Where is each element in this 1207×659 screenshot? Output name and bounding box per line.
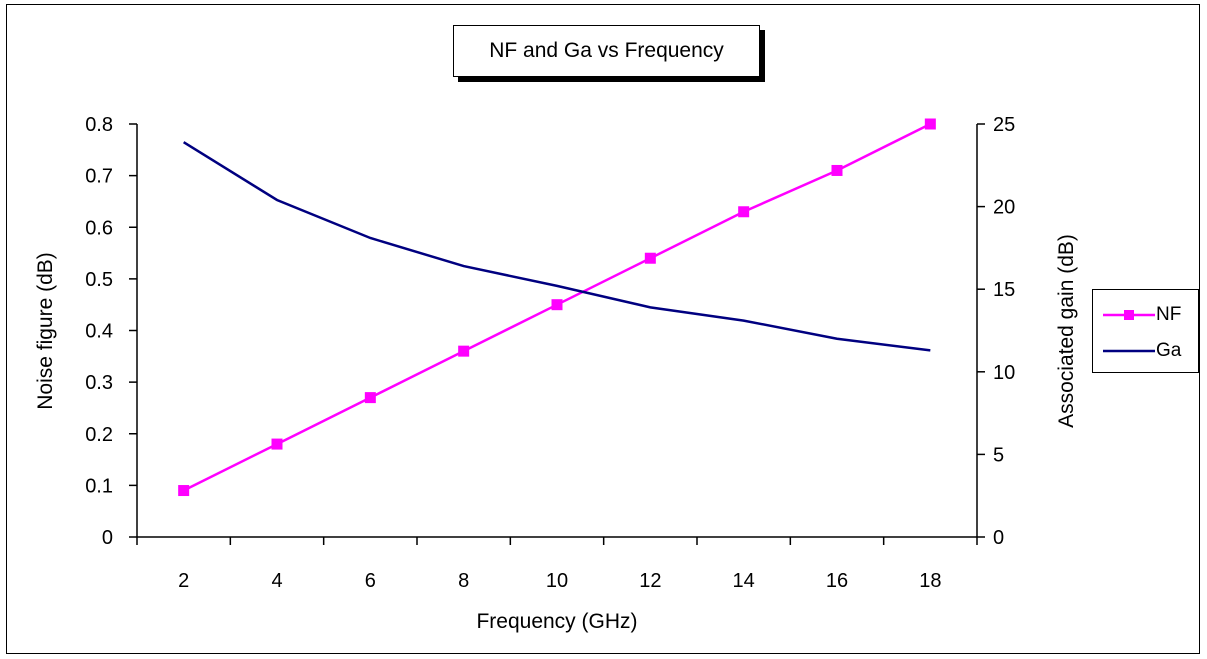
y-right-tick-label: 20 — [993, 197, 1015, 219]
axes-layer — [136, 124, 978, 538]
chart-frame — [6, 4, 1200, 654]
ticks-layer: 2 4 6 8 10 12 14 16 18 0 0.1 0.2 0.3 0.4 0.5 0.6 0.7 0.8 0… — [85, 114, 1015, 592]
y-left-tick-label: 0.1 — [85, 475, 113, 497]
x-tick-label: 4 — [271, 570, 282, 592]
legend-swatch-nf — [1103, 310, 1155, 320]
y-left-tick-label: 0.7 — [85, 166, 113, 188]
data-point-nf — [551, 299, 563, 311]
y-left-tick-label: 0.2 — [85, 424, 113, 446]
legend-item-nf: NF — [1093, 300, 1198, 330]
chart-title: NF and Ga vs Frequency — [489, 39, 724, 62]
y-right-tick-label: 15 — [993, 279, 1015, 301]
y-right-tick-label: 10 — [993, 362, 1015, 384]
x-tick-label: 14 — [733, 570, 755, 592]
y-right-tick-label: 25 — [993, 114, 1015, 136]
series-layer — [178, 118, 936, 497]
data-point-nf — [644, 252, 656, 264]
data-point-nf — [178, 485, 190, 497]
legend-label-ga: Ga — [1156, 340, 1182, 361]
y-right-tick-label: 5 — [993, 444, 1004, 466]
y-right-tick-label: 0 — [993, 527, 1004, 549]
data-point-nf — [924, 118, 936, 130]
y-left-tick-label: 0.8 — [85, 114, 113, 136]
x-axis-label: Frequency (GHz) — [476, 610, 637, 633]
legend-item-ga: Ga — [1093, 336, 1198, 366]
y-left-tick-label: 0.3 — [85, 372, 113, 394]
y-axis-left-label: Noise figure (dB) — [34, 252, 57, 410]
data-point-nf — [738, 206, 750, 218]
x-tick-label: 10 — [546, 570, 568, 592]
data-point-nf — [831, 164, 843, 176]
data-point-nf — [458, 345, 470, 357]
x-tick-label: 6 — [365, 570, 376, 592]
y-left-tick-label: 0.6 — [85, 217, 113, 239]
y-left-tick-label: 0.4 — [85, 321, 113, 343]
y-left-tick-label: 0.5 — [85, 269, 113, 291]
y-left-tick-label: 0 — [102, 527, 113, 549]
data-point-nf — [364, 392, 376, 404]
series-line-ga — [183, 141, 931, 352]
legend-label-nf: NF — [1156, 304, 1182, 325]
x-tick-label: 12 — [639, 570, 661, 592]
y-axis-right-label: Associated gain (dB) — [1055, 234, 1078, 428]
data-point-nf — [271, 438, 283, 450]
legend: NF Ga — [1092, 289, 1199, 373]
x-tick-label: 8 — [458, 570, 469, 592]
legend-swatch-ga — [1103, 349, 1155, 353]
chart-title-box: NF and Ga vs Frequency — [453, 25, 760, 77]
x-tick-label: 18 — [919, 570, 941, 592]
x-tick-label: 2 — [178, 570, 189, 592]
x-tick-label: 16 — [826, 570, 848, 592]
